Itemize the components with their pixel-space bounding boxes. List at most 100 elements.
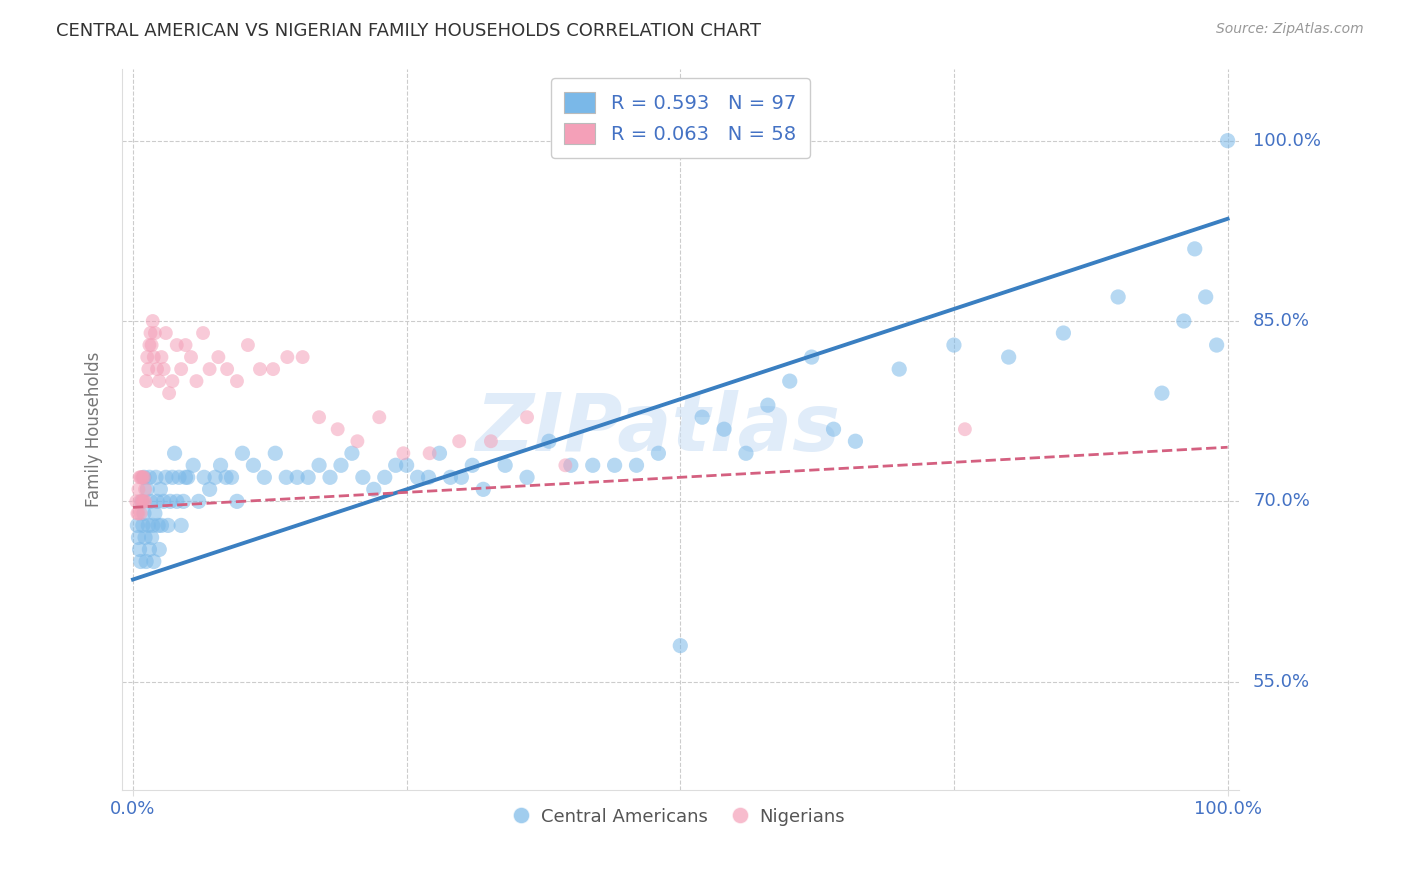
Point — [128, 470, 150, 484]
Point — [756, 398, 779, 412]
Point — [138, 470, 160, 484]
Point — [198, 362, 221, 376]
Point — [127, 507, 149, 521]
Point — [713, 422, 735, 436]
Point — [363, 483, 385, 497]
Point — [187, 494, 209, 508]
Point — [193, 470, 215, 484]
Point — [148, 542, 170, 557]
Point — [419, 446, 441, 460]
Point — [494, 458, 516, 473]
Point — [319, 470, 342, 484]
Point — [136, 483, 159, 497]
Point — [779, 374, 801, 388]
Point — [253, 470, 276, 484]
Point — [554, 458, 576, 473]
Point — [800, 350, 823, 364]
Point — [152, 494, 174, 508]
Point — [146, 494, 169, 508]
Point — [180, 350, 202, 364]
Point — [142, 554, 165, 568]
Point — [461, 458, 484, 473]
Point — [226, 494, 249, 508]
Point — [155, 326, 177, 340]
Point — [143, 326, 166, 340]
Text: CENTRAL AMERICAN VS NIGERIAN FAMILY HOUSEHOLDS CORRELATION CHART: CENTRAL AMERICAN VS NIGERIAN FAMILY HOUS… — [56, 22, 761, 40]
Point — [308, 458, 330, 473]
Point — [1150, 386, 1173, 401]
Point — [418, 470, 440, 484]
Text: ZIPatlas: ZIPatlas — [475, 390, 841, 468]
Point — [177, 470, 200, 484]
Point — [134, 530, 156, 544]
Point — [450, 470, 472, 484]
Point — [131, 470, 153, 484]
Point — [889, 362, 911, 376]
Point — [1107, 290, 1129, 304]
Point — [142, 518, 165, 533]
Point — [170, 362, 193, 376]
Point — [129, 470, 152, 484]
Point — [152, 362, 174, 376]
Point — [159, 494, 181, 508]
Point — [1205, 338, 1227, 352]
Text: 70.0%: 70.0% — [1253, 492, 1310, 510]
Point — [138, 338, 160, 352]
Point — [221, 470, 243, 484]
Point — [127, 507, 149, 521]
Point — [340, 446, 363, 460]
Point — [146, 518, 169, 533]
Text: 85.0%: 85.0% — [1253, 312, 1310, 330]
Point — [392, 446, 415, 460]
Point — [150, 518, 173, 533]
Point — [285, 470, 308, 484]
Point — [135, 554, 157, 568]
Point — [174, 338, 197, 352]
Point — [136, 518, 159, 533]
Point — [125, 494, 148, 508]
Point — [516, 470, 538, 484]
Point — [138, 542, 160, 557]
Point — [326, 422, 349, 436]
Legend: Central Americans, Nigerians: Central Americans, Nigerians — [506, 798, 855, 835]
Point — [368, 410, 391, 425]
Point — [1195, 290, 1218, 304]
Point — [132, 494, 155, 508]
Point — [1216, 134, 1239, 148]
Point — [127, 518, 149, 533]
Point — [132, 507, 155, 521]
Point — [516, 410, 538, 425]
Point — [139, 494, 162, 508]
Text: 100.0%: 100.0% — [1253, 132, 1322, 150]
Point — [134, 483, 156, 497]
Point — [472, 483, 495, 497]
Point — [308, 410, 330, 425]
Point — [942, 338, 965, 352]
Point — [141, 338, 163, 352]
Point — [249, 362, 271, 376]
Point — [134, 494, 156, 508]
Point — [163, 446, 186, 460]
Point — [127, 483, 149, 497]
Point — [209, 458, 232, 473]
Point — [132, 470, 155, 484]
Point — [166, 338, 188, 352]
Point — [1173, 314, 1195, 328]
Point — [131, 494, 153, 508]
Point — [297, 470, 319, 484]
Point — [669, 639, 692, 653]
Point — [166, 494, 188, 508]
Point — [127, 530, 149, 544]
Point — [149, 483, 172, 497]
Point — [141, 530, 163, 544]
Point — [162, 470, 184, 484]
Point — [136, 350, 159, 364]
Point — [131, 494, 153, 508]
Point — [823, 422, 845, 436]
Point — [132, 470, 155, 484]
Point — [560, 458, 582, 473]
Point — [231, 446, 253, 460]
Point — [997, 350, 1019, 364]
Point — [181, 458, 204, 473]
Point — [128, 494, 150, 508]
